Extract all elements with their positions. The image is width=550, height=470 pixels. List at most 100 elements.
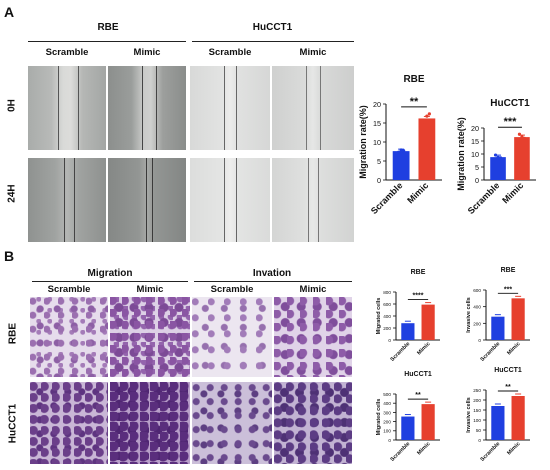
bar-mimic (421, 404, 435, 440)
data-point (496, 155, 500, 159)
transwell-image-rbe-invation-mimic (274, 297, 352, 377)
group-label-rbe: RBE (97, 22, 119, 33)
y-tick-label: 5 (377, 157, 381, 166)
data-point (517, 132, 522, 136)
data-point (399, 148, 403, 152)
y-tick-label: 200 (383, 420, 391, 425)
y-tick-label: 600 (383, 302, 391, 307)
x-tick-label: Mimic (500, 180, 525, 205)
y-axis-label: Migration rate(%) (358, 105, 368, 179)
scratch-image-hucct1-mimic-24h (272, 158, 354, 242)
y-tick-label: 200 (383, 326, 391, 331)
y-tick-label: 0 (475, 176, 479, 185)
y-tick-label: 0 (388, 338, 391, 343)
y-axis-label: Invasive cells (466, 397, 472, 432)
panel-a-letter: A (4, 4, 15, 20)
group-rule-migration (32, 281, 188, 282)
bar-mimic (514, 137, 530, 180)
y-tick-label: 400 (383, 401, 391, 406)
data-point (425, 114, 429, 118)
x-tick-label: Scramble (480, 441, 502, 463)
data-point (522, 136, 527, 140)
y-tick-label: 0 (478, 438, 481, 443)
scratch-image-rbe-scramble-24h (28, 158, 106, 242)
bar-scramble (491, 316, 505, 340)
panel-b-letter: B (4, 248, 15, 264)
y-tick-label: 600 (473, 288, 481, 293)
y-tick-label: 0 (388, 438, 391, 443)
x-tick-label: Mimic (506, 441, 521, 456)
group-label-hucct1: HuCCT1 (252, 22, 293, 33)
data-point (493, 153, 498, 157)
scratch-image-hucct1-scramble-24h (190, 158, 270, 242)
col-label-scramble: Scramble (208, 47, 252, 58)
y-tick-label: 100 (383, 429, 391, 434)
y-tick-label: 150 (473, 408, 481, 413)
y-tick-label: 10 (471, 150, 479, 159)
scratch-image-hucct1-scramble-0h (190, 66, 270, 150)
y-axis-label: Migrated cells (376, 399, 382, 436)
y-tick-label: 200 (473, 321, 481, 326)
significance-label: **** (413, 293, 424, 300)
y-axis-label: Invasive cells (466, 297, 472, 332)
col-label-mimic: Mimic (133, 47, 161, 58)
col-label-scramble: Scramble (45, 47, 89, 58)
bar-scramble (401, 323, 415, 340)
data-point (427, 112, 431, 116)
x-tick-label: Scramble (390, 441, 412, 463)
transwell-image-rbe-migration-mimic (110, 297, 190, 377)
x-tick-label: Mimic (416, 441, 431, 456)
bar-scramble (491, 406, 505, 440)
chart-title: RBE (501, 267, 516, 274)
x-tick-label: Scramble (390, 341, 412, 363)
group-rule-hucct1 (192, 41, 354, 42)
bar-mimic (511, 298, 525, 340)
bar-mimic (418, 118, 436, 180)
y-tick-label: 250 (473, 388, 481, 393)
transwell-image-rbe-migration-scramble (30, 297, 108, 377)
y-axis-label: Migration rate(%) (456, 117, 466, 191)
y-tick-label: 300 (383, 410, 391, 415)
x-tick-label: Mimic (506, 341, 521, 356)
data-point (402, 149, 406, 153)
y-tick-label: 0 (377, 176, 381, 185)
x-tick-label: Scramble (369, 180, 405, 216)
transwell-image-hucct1-migration-scramble (30, 382, 108, 464)
chart-title: HuCCT1 (490, 98, 530, 109)
significance-label: *** (504, 286, 512, 293)
bar-scramble (401, 416, 415, 440)
significance-label: ** (505, 384, 511, 391)
chart-title: HuCCT1 (404, 371, 432, 378)
transwell-image-hucct1-invation-scramble (192, 382, 272, 464)
scratch-image-hucct1-mimic-0h (272, 66, 354, 150)
transwell-image-rbe-invation-scramble (192, 297, 272, 377)
significance-label: *** (504, 116, 518, 128)
y-axis-label: Migrated cells (376, 298, 382, 335)
y-tick-label: 5 (475, 163, 479, 172)
y-tick-label: 15 (471, 137, 479, 146)
chart-title: RBE (411, 269, 426, 276)
col-label-mimic: Mimic (136, 284, 164, 295)
data-point (397, 150, 401, 154)
y-tick-label: 0 (478, 338, 481, 343)
bar-scramble (490, 157, 506, 180)
chart-title: HuCCT1 (494, 367, 522, 374)
group-label-migration: Migration (87, 268, 133, 279)
y-tick-label: 50 (476, 428, 482, 433)
transwell-image-hucct1-invation-mimic (274, 382, 352, 464)
bar-scramble (392, 151, 410, 180)
col-label-scramble: Scramble (47, 284, 91, 295)
scratch-image-rbe-scramble-0h (28, 66, 106, 150)
significance-label: ** (415, 392, 421, 399)
data-point (498, 156, 503, 160)
transwell-image-hucct1-migration-mimic (110, 382, 190, 464)
group-rule-invation (194, 281, 352, 282)
col-label-mimic: Mimic (299, 47, 327, 58)
col-label-scramble: Scramble (210, 284, 254, 295)
col-label-mimic: Mimic (299, 284, 327, 295)
x-tick-label: Scramble (466, 180, 502, 216)
y-tick-label: 800 (383, 290, 391, 295)
y-tick-label: 15 (373, 119, 381, 128)
scratch-image-rbe-mimic-0h (108, 66, 186, 150)
